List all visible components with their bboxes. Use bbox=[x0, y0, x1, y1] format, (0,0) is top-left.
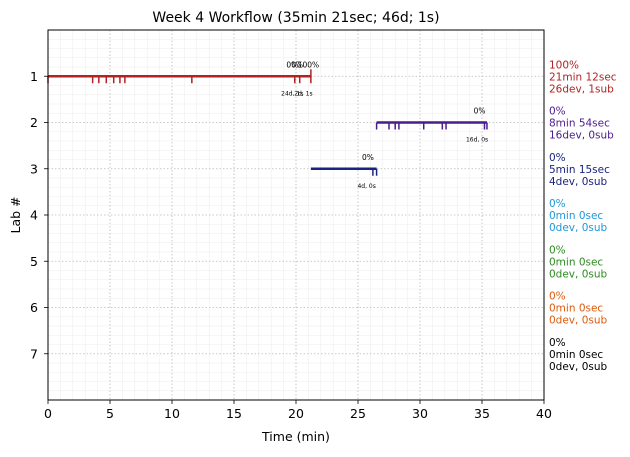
lab-1-pct-label: 0% bbox=[286, 60, 298, 69]
x-tick-label: 20 bbox=[288, 406, 304, 421]
y-axis-ticks: 1 2 3 4 5 6 7 bbox=[30, 69, 48, 361]
x-tick-label: 5 bbox=[106, 406, 114, 421]
lab-6-summary-line: 0% bbox=[549, 291, 566, 303]
lab-1-count-label: 2d, 1s bbox=[294, 90, 312, 97]
chart-title: Week 4 Workflow (35min 21sec; 46d; 1s) bbox=[152, 10, 439, 26]
y-axis-label: Lab # bbox=[8, 196, 23, 233]
lab-6-summary-line: 0dev, 0sub bbox=[549, 315, 608, 327]
lab-3-summary-line: 0% bbox=[549, 152, 566, 164]
lab-timelines bbox=[47, 69, 488, 176]
lab-2-summary-line: 8min 54sec bbox=[549, 118, 610, 130]
lab-5-summary-line: 0% bbox=[549, 244, 566, 256]
x-tick-label: 0 bbox=[44, 406, 52, 421]
x-tick-label: 10 bbox=[164, 406, 180, 421]
y-tick-label: 7 bbox=[30, 346, 38, 361]
y-tick-label: 2 bbox=[30, 115, 38, 130]
lab-3-count-label: 4d, 0s bbox=[357, 183, 375, 190]
lab-7-summary-line: 0% bbox=[549, 337, 566, 349]
lab-1-pct-label: 100% bbox=[298, 60, 319, 69]
x-tick-label: 30 bbox=[412, 406, 428, 421]
lab-1-summary-line: 21min 12sec bbox=[549, 71, 617, 83]
x-axis-label: Time (min) bbox=[261, 429, 330, 444]
y-tick-label: 6 bbox=[30, 300, 38, 315]
x-tick-label: 25 bbox=[350, 406, 366, 421]
y-tick-label: 1 bbox=[30, 69, 38, 84]
lab-4-summary-line: 0% bbox=[549, 198, 566, 210]
lab-1-pct-label: 0% bbox=[291, 60, 303, 69]
lab-2-count-label: 16d, 0s bbox=[466, 137, 488, 144]
minor-grid bbox=[48, 30, 544, 400]
lab-5-summary-line: 0dev, 0sub bbox=[549, 268, 608, 280]
lab-1-summary-line: 26dev, 1sub bbox=[549, 83, 614, 95]
lab-1-count-label: 24d, 1s bbox=[281, 90, 303, 97]
x-axis-ticks: 0 5 10 15 20 25 30 35 40 bbox=[44, 400, 552, 421]
lab-4-summary-line: 0min 0sec bbox=[549, 210, 603, 222]
x-tick-label: 15 bbox=[226, 406, 242, 421]
lab-1-summary-line: 100% bbox=[549, 59, 579, 71]
y-tick-label: 3 bbox=[30, 161, 38, 176]
lab-2-pct-label: 0% bbox=[474, 107, 486, 116]
lab-2-summary-line: 0% bbox=[549, 106, 566, 118]
lab-7-summary-line: 0min 0sec bbox=[549, 349, 603, 361]
lab-6-summary-line: 0min 0sec bbox=[549, 303, 603, 315]
x-tick-label: 35 bbox=[474, 406, 490, 421]
lab-3-summary-line: 5min 15sec bbox=[549, 164, 610, 176]
lab-3-summary-line: 4dev, 0sub bbox=[549, 176, 608, 188]
y-tick-label: 5 bbox=[30, 254, 38, 269]
lab-4-summary-line: 0dev, 0sub bbox=[549, 222, 608, 234]
x-tick-label: 40 bbox=[536, 406, 552, 421]
lab-5-summary-line: 0min 0sec bbox=[549, 256, 603, 268]
lab-3-pct-label: 0% bbox=[362, 153, 374, 162]
lab-7-summary-line: 0dev, 0sub bbox=[549, 361, 608, 373]
y-tick-label: 4 bbox=[30, 208, 38, 223]
lab-2-summary-line: 16dev, 0sub bbox=[549, 130, 614, 142]
